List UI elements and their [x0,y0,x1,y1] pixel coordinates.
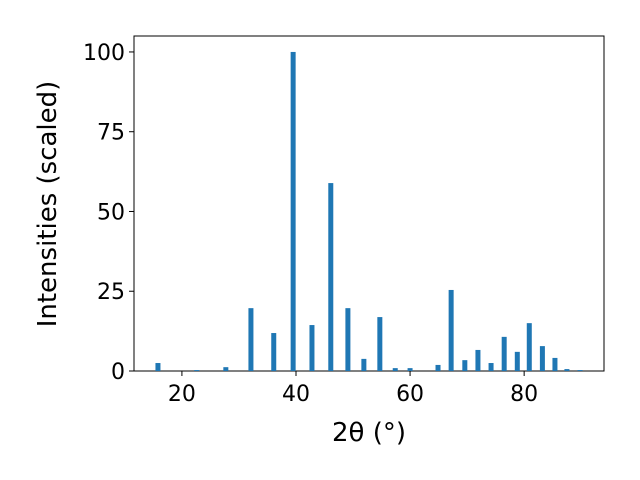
bar [552,357,558,371]
bar [514,351,520,371]
bar [501,336,507,371]
y-tick-label: 25 [97,280,125,305]
bar [155,363,161,371]
bar [271,333,277,371]
bar [377,317,383,371]
x-tick-label: 80 [510,382,538,407]
bar [475,349,481,371]
bar [539,346,545,371]
plot-frame [133,35,605,372]
bar [345,308,351,371]
y-axis-label: Intensities (scaled) [33,81,63,328]
bar [392,368,398,371]
y-tick-label: 0 [111,360,125,385]
bar [361,358,367,371]
y-tick-label: 50 [97,200,125,225]
bar [577,370,583,371]
y-tick-label: 100 [83,41,125,66]
bar [328,183,334,371]
bar [488,363,494,371]
bar [407,368,413,371]
bar [248,308,254,371]
bar [194,370,200,371]
bar [290,51,296,371]
bar [448,289,454,371]
x-tick-label: 60 [396,382,424,407]
bar [435,364,441,371]
bar [462,360,468,371]
x-axis-label: 2θ (°) [332,418,406,448]
x-tick-label: 40 [282,382,310,407]
x-tick-label: 20 [168,382,196,407]
bar [564,369,570,371]
bar [223,367,229,371]
bar [309,325,315,371]
bar [526,323,532,371]
y-tick-label: 75 [97,121,125,146]
